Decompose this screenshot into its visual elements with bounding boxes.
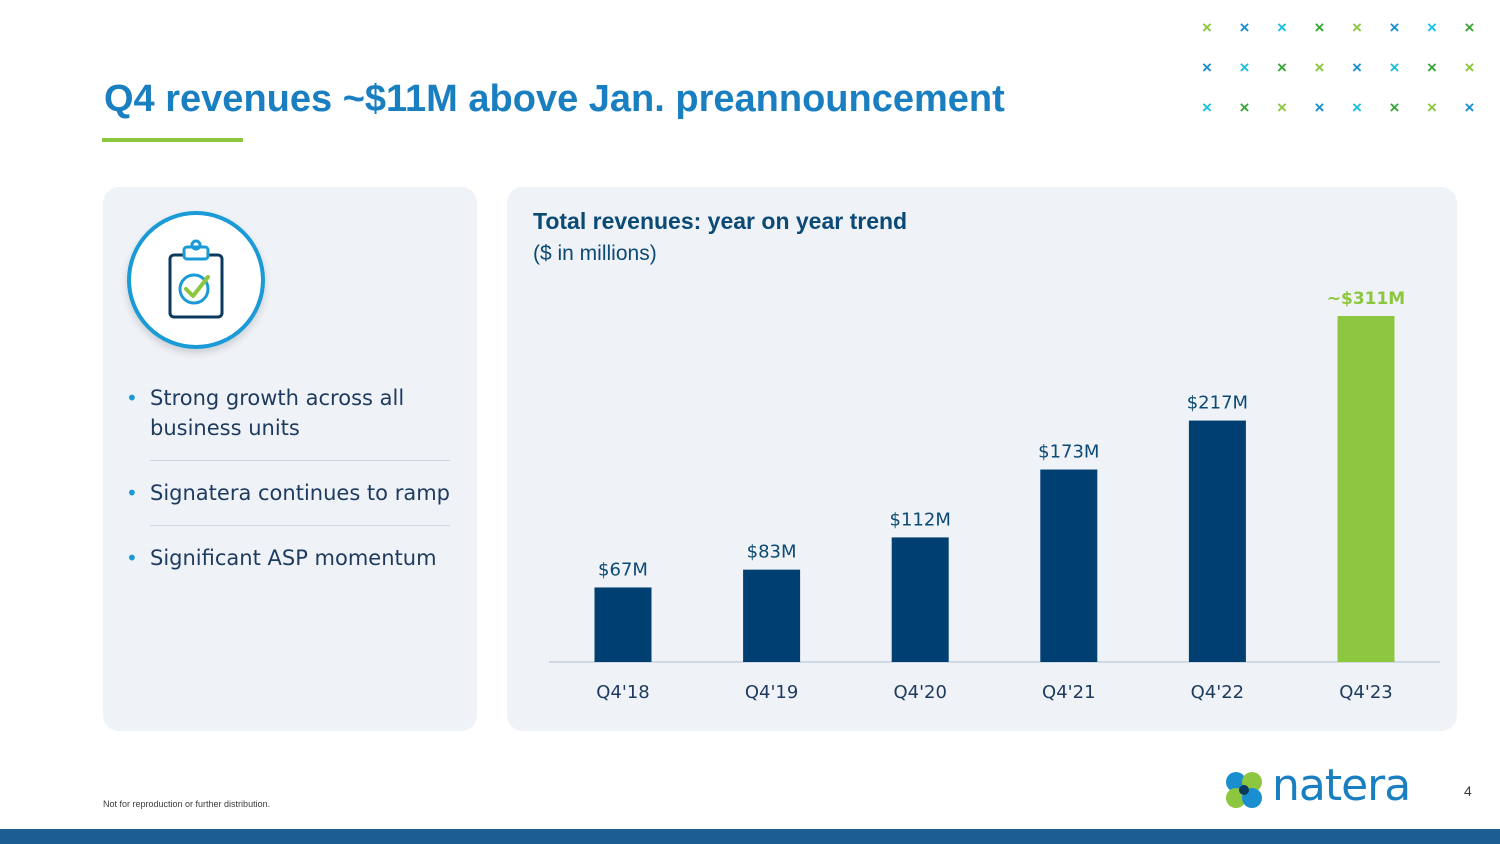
decor-x-icon: × — [1352, 98, 1362, 117]
decor-x-icon: × — [1239, 18, 1250, 37]
bar-value-label: $112M — [890, 509, 951, 530]
natera-logo-mark-icon — [1226, 772, 1262, 808]
bar-value-label: ~$311M — [1327, 289, 1405, 309]
decor-x-icon: × — [1202, 18, 1212, 37]
x-tick-label: Q4'18 — [596, 682, 649, 703]
decor-x-icon: × — [1314, 58, 1325, 77]
decor-x-icon: × — [1239, 98, 1250, 117]
decorative-x-pattern: × × × × × × × × × × × × × × × × × × × × × × × × — [1195, 16, 1485, 126]
x-tick-label: Q4'23 — [1339, 682, 1392, 703]
chart-title: Total revenues: year on year trend — [533, 208, 908, 234]
decor-x-icon: × — [1427, 98, 1437, 117]
decor-x-icon: × — [1239, 58, 1250, 77]
decor-x-icon: × — [1389, 98, 1400, 117]
bullet-item: Significant ASP momentum — [123, 543, 453, 573]
page-number: 4 — [1464, 783, 1472, 799]
title-underline — [102, 138, 243, 142]
bar-q421 — [1040, 469, 1098, 662]
highlights-panel: Strong growth across all business units … — [103, 187, 477, 731]
bullet-divider — [150, 525, 450, 526]
bar-q419 — [743, 569, 801, 662]
decor-x-icon: × — [1277, 58, 1287, 77]
decor-x-icon: × — [1464, 18, 1475, 37]
bullet-list: Strong growth across all business units … — [123, 383, 453, 573]
decor-x-icon: × — [1202, 98, 1212, 117]
footer-note: Not for reproduction or further distribu… — [103, 799, 271, 809]
bullet-item: Strong growth across all business units — [123, 383, 453, 443]
clipboard-check-icon — [127, 211, 265, 349]
decor-x-icon: × — [1202, 58, 1212, 77]
decor-x-icon: × — [1427, 58, 1437, 77]
chart-panel: Total revenues: year on year trend ($ in… — [507, 187, 1457, 731]
bar-value-label: $67M — [598, 559, 648, 580]
bullet-item: Signatera continues to ramp — [123, 478, 453, 508]
decor-x-icon: × — [1389, 58, 1400, 77]
decor-x-icon: × — [1352, 58, 1362, 77]
chart-subtitle: ($ in millions) — [533, 242, 657, 265]
bar-value-label: $217M — [1187, 393, 1248, 414]
bullet-divider — [150, 460, 450, 461]
bar-q420 — [891, 537, 949, 662]
x-tick-label: Q4'22 — [1191, 682, 1244, 703]
decor-x-icon: × — [1314, 98, 1325, 117]
x-tick-label: Q4'19 — [745, 682, 798, 703]
decor-x-icon: × — [1427, 18, 1437, 37]
decor-x-icon: × — [1314, 18, 1325, 37]
decor-x-icon: × — [1464, 98, 1475, 117]
bottom-bar — [0, 829, 1500, 844]
decor-x-icon: × — [1277, 98, 1287, 117]
x-tick-label: Q4'21 — [1042, 682, 1095, 703]
natera-logo: natera — [1222, 760, 1422, 814]
bar-q423 — [1337, 316, 1395, 662]
bar-value-label: $173M — [1038, 442, 1099, 463]
bar-q422 — [1188, 420, 1246, 662]
logo-wordmark: natera — [1272, 760, 1411, 811]
bar-q418 — [594, 587, 652, 662]
decor-x-icon: × — [1352, 18, 1362, 37]
x-tick-label: Q4'20 — [893, 682, 946, 703]
revenue-bar-chart: $67M Q4'18 $83M Q4'19 $112M Q4'20 $173M Q4'21 $2… — [549, 289, 1440, 703]
decor-x-icon: × — [1389, 18, 1400, 37]
bar-value-label: $83M — [747, 542, 797, 563]
decor-x-icon: × — [1277, 18, 1287, 37]
decor-x-icon: × — [1464, 58, 1475, 77]
slide-title: Q4 revenues ~$11M above Jan. preannounce… — [104, 78, 1005, 120]
